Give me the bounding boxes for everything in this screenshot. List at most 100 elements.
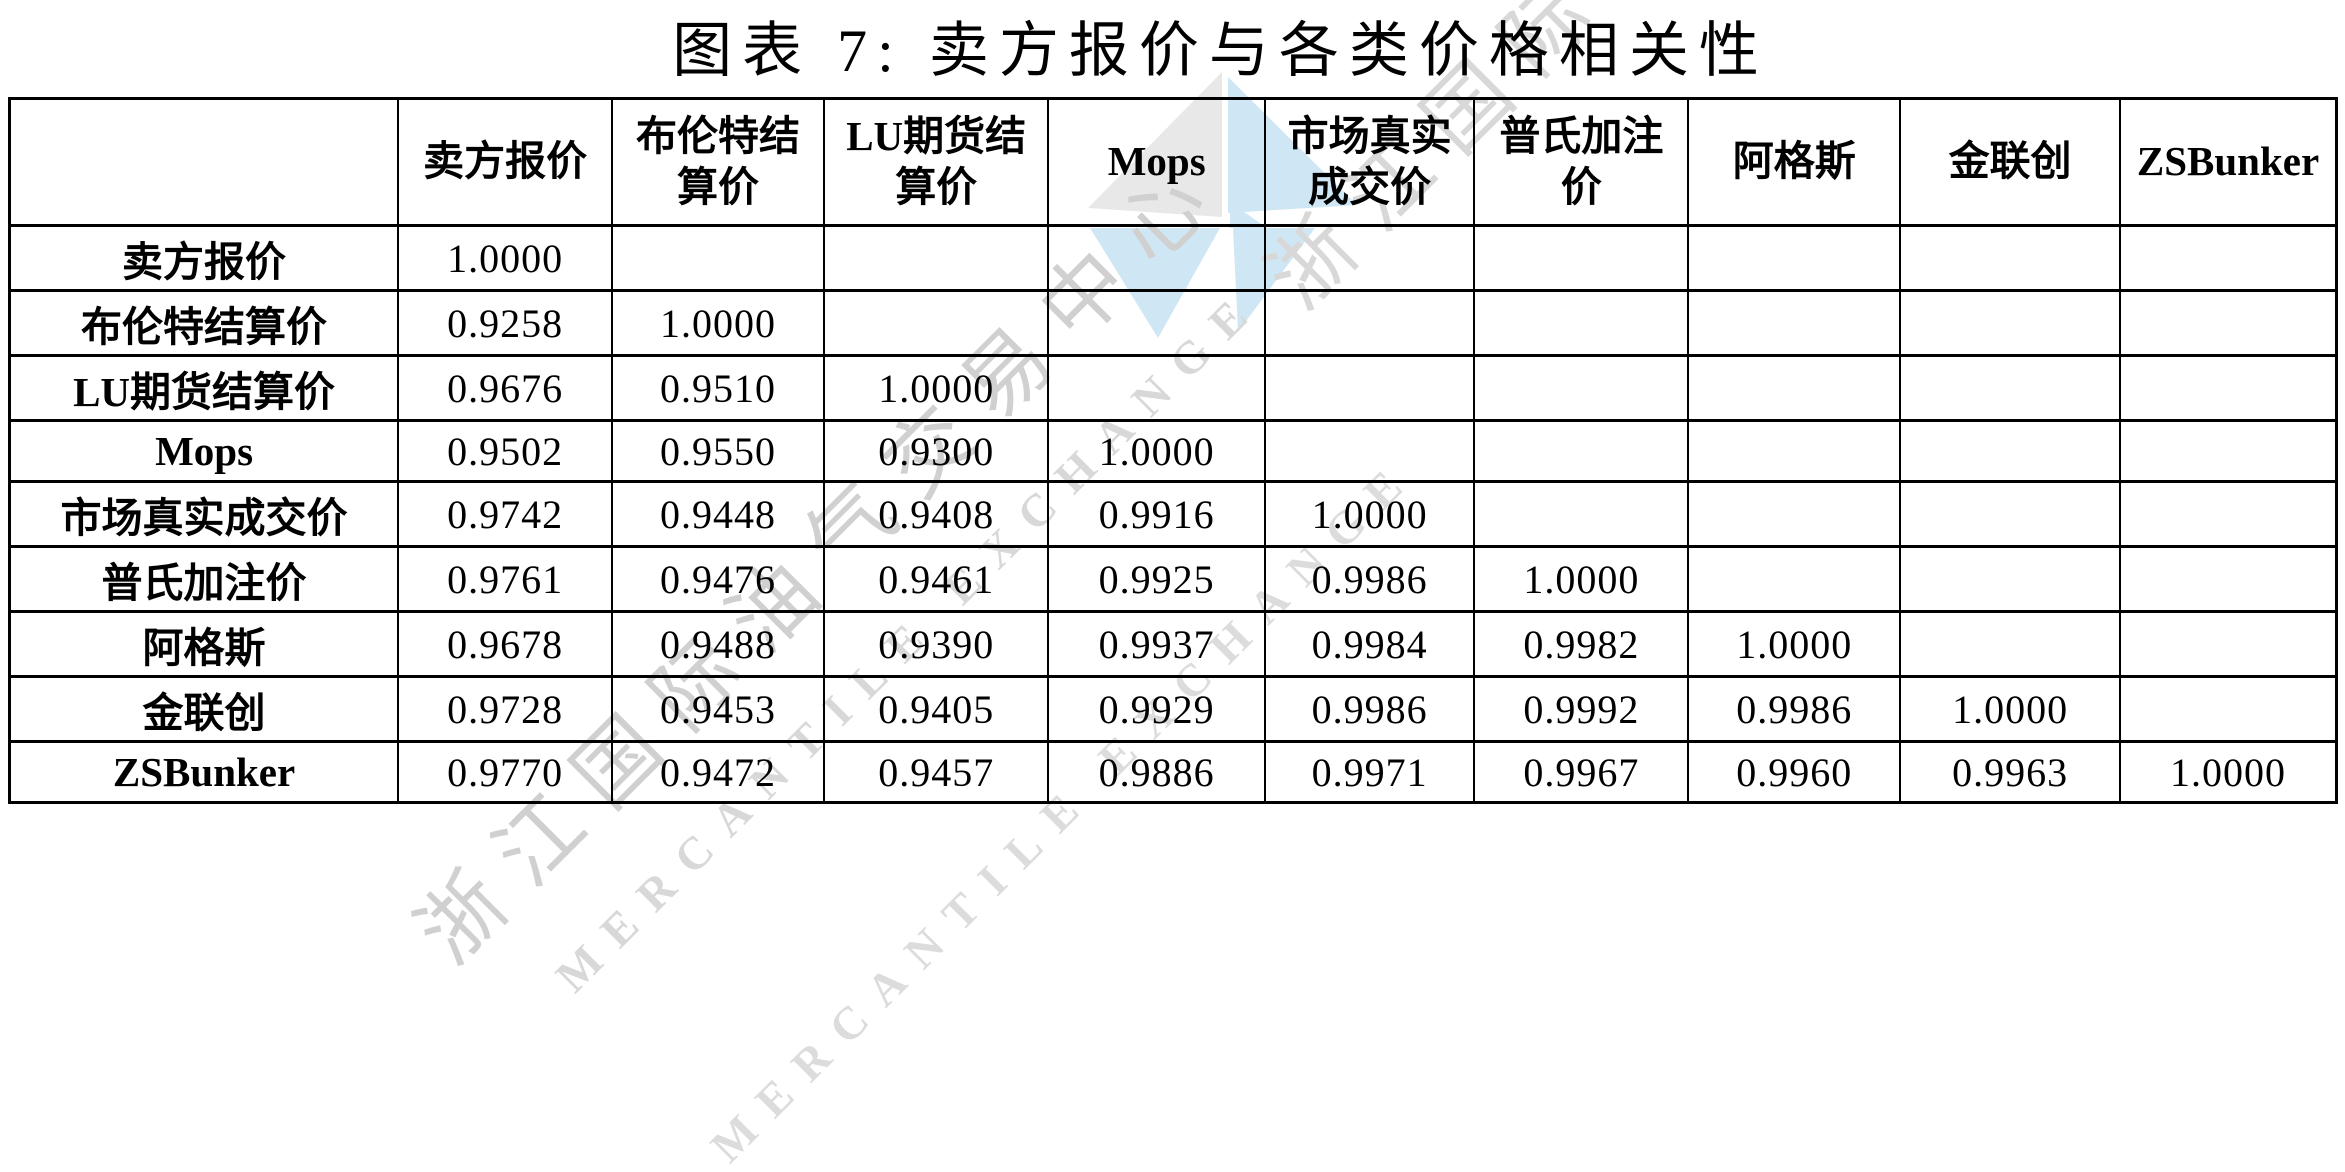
header-cell: 布伦特结 算价 [611,97,825,227]
value-cell: 0.9550 [611,419,825,483]
value-cell [2119,289,2338,357]
value-cell [2119,545,2338,613]
value-cell: 0.9992 [1473,675,1690,743]
value-cell: 0.9761 [397,545,614,613]
table-row: LU期货结算价 0.9676 0.9510 1.0000 [8,354,2338,422]
table-row: 金联创 0.9728 0.9453 0.9405 0.9929 0.9986 0.9992 0… [8,675,2338,743]
value-cell [1263,224,1476,292]
value-cell [1263,419,1476,483]
header-row: 卖方报价 布伦特结 算价 LU期货结 算价 Mops 市场真实 成交价 普氏加注 价阿格斯… [8,97,2338,227]
table-row: 卖方报价 1.0000 [8,224,2338,292]
value-cell [1899,545,2122,613]
value-cell: 0.9886 [1047,740,1266,804]
row-label: 阿格斯 [8,610,400,678]
value-cell [1473,224,1690,292]
value-cell [2119,419,2338,483]
table-body: 卖方报价 1.0000 布伦特结算价 0.9258 1.0000 LU期货结算价 0.967… [8,224,2338,804]
value-cell: 0.9937 [1047,610,1266,678]
value-cell: 0.9678 [397,610,614,678]
value-cell: 0.9408 [822,480,1050,548]
value-cell: 0.9960 [1687,740,1902,804]
header-cell: LU期货结 算价 [822,97,1050,227]
value-cell [1899,224,2122,292]
value-cell: 0.9986 [1263,545,1476,613]
value-cell: 0.9986 [1263,675,1476,743]
value-cell: 1.0000 [1473,545,1690,613]
value-cell [611,224,825,292]
value-cell: 0.9986 [1687,675,1902,743]
value-cell [1899,289,2122,357]
value-cell [1899,480,2122,548]
value-cell: 0.9405 [822,675,1050,743]
value-cell [1263,354,1476,422]
value-cell [822,224,1050,292]
value-cell: 0.9676 [397,354,614,422]
value-cell: 0.9461 [822,545,1050,613]
row-label: Mops [8,419,400,483]
value-cell: 1.0000 [1687,610,1902,678]
value-cell: 1.0000 [1047,419,1266,483]
value-cell [1687,289,1902,357]
correlation-table: 卖方报价 布伦特结 算价 LU期货结 算价 Mops 市场真实 成交价 普氏加注 价阿格斯… [8,97,2338,804]
table-row: ZSBunker 0.9770 0.9472 0.9457 0.9886 0.9971 0.… [8,740,2338,804]
value-cell: 1.0000 [397,224,614,292]
row-label: 布伦特结算价 [8,289,400,357]
table-row: 普氏加注价 0.9761 0.9476 0.9461 0.9925 0.9986 1.000… [8,545,2338,613]
value-cell: 0.9925 [1047,545,1266,613]
row-label: LU期货结算价 [8,354,400,422]
value-cell: 0.9476 [611,545,825,613]
value-cell [1473,354,1690,422]
value-cell: 0.9390 [822,610,1050,678]
row-label: 卖方报价 [8,224,400,292]
value-cell: 0.9457 [822,740,1050,804]
value-cell [2119,675,2338,743]
value-cell [1263,289,1476,357]
value-cell: 0.9453 [611,675,825,743]
value-cell: 0.9984 [1263,610,1476,678]
value-cell: 1.0000 [1899,675,2122,743]
value-cell: 0.9929 [1047,675,1266,743]
value-cell: 0.9770 [397,740,614,804]
table-row: 阿格斯 0.9678 0.9488 0.9390 0.9937 0.9984 0.9982 1… [8,610,2338,678]
value-cell: 0.9448 [611,480,825,548]
value-cell: 1.0000 [611,289,825,357]
header-cell: ZSBunker [2119,97,2338,227]
value-cell [1473,289,1690,357]
table-row: Mops 0.9502 0.9550 0.9300 1.0000 [8,419,2338,483]
header-cell: 卖方报价 [397,97,614,227]
header-cell: 市场真实 成交价 [1263,97,1476,227]
value-cell: 0.9488 [611,610,825,678]
header-cell: 普氏加注 价 [1473,97,1690,227]
row-label: ZSBunker [8,740,400,804]
header-cell: Mops [1047,97,1266,227]
value-cell: 0.9982 [1473,610,1690,678]
row-label: 市场真实成交价 [8,480,400,548]
value-cell: 0.9258 [397,289,614,357]
value-cell: 0.9916 [1047,480,1266,548]
value-cell: 0.9742 [397,480,614,548]
table-row: 布伦特结算价 0.9258 1.0000 [8,289,2338,357]
value-cell [1473,419,1690,483]
value-cell [822,289,1050,357]
value-cell [1047,354,1266,422]
figure-title: 图表 7: 卖方报价与各类价格相关性 [672,18,1769,84]
value-cell [1899,610,2122,678]
value-cell [1047,289,1266,357]
value-cell [1473,480,1690,548]
header-cell: 阿格斯 [1687,97,1902,227]
value-cell [1687,480,1902,548]
value-cell [1687,354,1902,422]
value-cell: 0.9510 [611,354,825,422]
value-cell: 1.0000 [1263,480,1476,548]
value-cell [1899,354,2122,422]
value-cell [2119,610,2338,678]
value-cell [2119,224,2338,292]
value-cell: 0.9300 [822,419,1050,483]
value-cell: 0.9728 [397,675,614,743]
header-cell: 金联创 [1899,97,2122,227]
value-cell [1899,419,2122,483]
value-cell: 1.0000 [2119,740,2338,804]
value-cell [2119,354,2338,422]
value-cell: 0.9472 [611,740,825,804]
row-label: 普氏加注价 [8,545,400,613]
